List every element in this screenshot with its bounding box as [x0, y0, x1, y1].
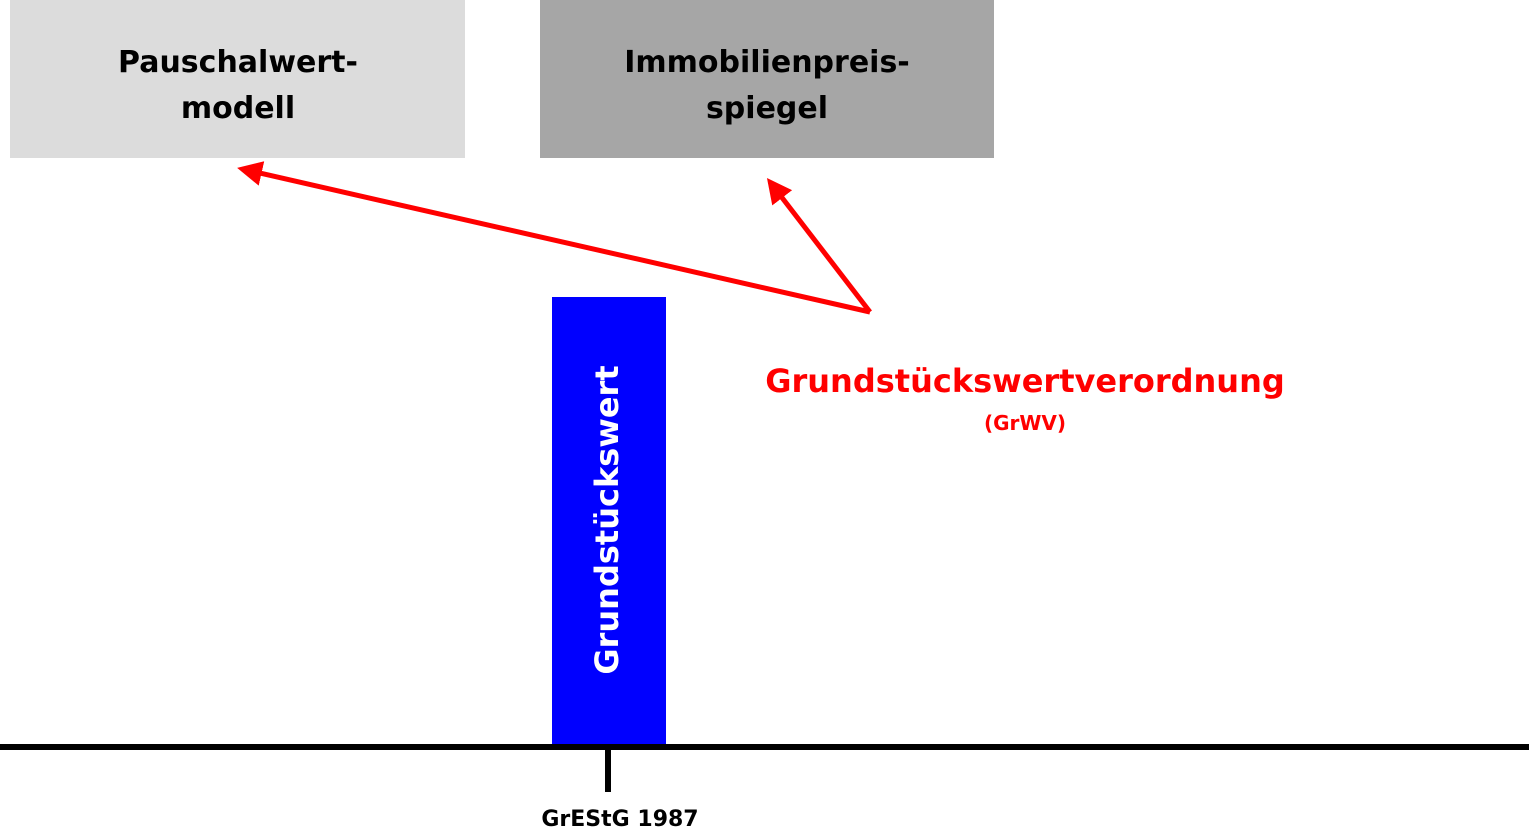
box-immobilien — [540, 0, 994, 158]
regulation-title: Grundstückswertverordnung — [765, 362, 1285, 400]
box-label: Pauschalwert- — [118, 45, 358, 80]
bar — [552, 297, 666, 747]
box-label: modell — [181, 91, 295, 126]
arrow — [237, 161, 871, 315]
regulation-abbr: (GrWV) — [984, 411, 1066, 435]
bar-label: Grundstückswert — [588, 365, 626, 674]
timeline-label: GrEStG 1987 — [541, 807, 698, 830]
box-label: Immobilienpreis- — [624, 45, 910, 80]
box-pauschalwert — [10, 0, 465, 158]
box-label: spiegel — [706, 91, 828, 126]
arrow — [766, 178, 872, 314]
